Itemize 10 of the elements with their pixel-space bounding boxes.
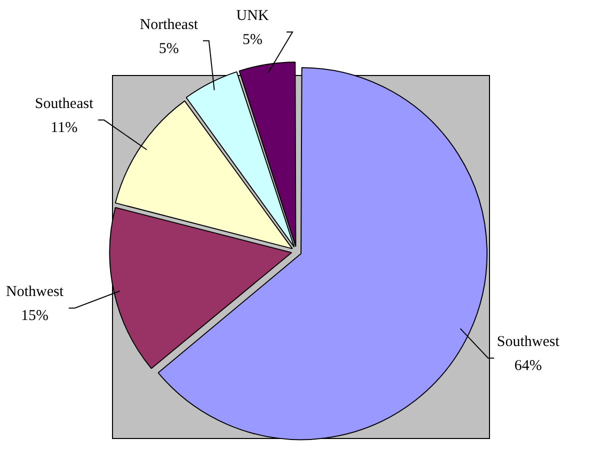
slice-label: Southwest (496, 334, 560, 350)
slice-label: Northeast (140, 16, 199, 33)
data-label: 5% (158, 40, 179, 57)
data-label: 15% (21, 308, 48, 324)
slice-label: Nothwest (6, 284, 64, 300)
slice-label: UNK (236, 8, 269, 24)
data-label: 11% (50, 120, 78, 136)
data-label: 5% (242, 32, 263, 48)
slice-label: Southeast (34, 96, 94, 112)
data-label: 64% (514, 358, 542, 374)
